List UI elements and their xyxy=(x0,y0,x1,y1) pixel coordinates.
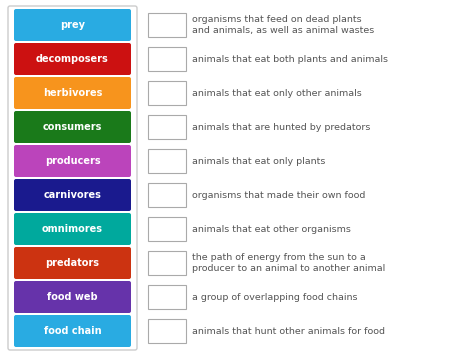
Text: food chain: food chain xyxy=(44,326,101,336)
Text: animals that eat only other animals: animals that eat only other animals xyxy=(192,88,362,98)
FancyBboxPatch shape xyxy=(14,179,131,211)
Text: animals that eat both plants and animals: animals that eat both plants and animals xyxy=(192,55,388,64)
Text: organisms that feed on dead plants
and animals, as well as animal wastes: organisms that feed on dead plants and a… xyxy=(192,15,374,36)
Text: animals that eat other organisms: animals that eat other organisms xyxy=(192,224,351,234)
Text: carnivores: carnivores xyxy=(44,190,101,200)
FancyBboxPatch shape xyxy=(148,319,186,343)
Text: organisms that made their own food: organisms that made their own food xyxy=(192,191,365,200)
FancyBboxPatch shape xyxy=(14,213,131,245)
FancyBboxPatch shape xyxy=(148,217,186,241)
FancyBboxPatch shape xyxy=(14,281,131,313)
Text: animals that are hunted by predators: animals that are hunted by predators xyxy=(192,122,370,131)
Text: animals that hunt other animals for food: animals that hunt other animals for food xyxy=(192,327,385,335)
FancyBboxPatch shape xyxy=(14,43,131,75)
Text: predators: predators xyxy=(46,258,100,268)
FancyBboxPatch shape xyxy=(148,285,186,309)
FancyBboxPatch shape xyxy=(148,149,186,173)
FancyBboxPatch shape xyxy=(148,81,186,105)
FancyBboxPatch shape xyxy=(148,183,186,207)
Text: producers: producers xyxy=(45,156,100,166)
FancyBboxPatch shape xyxy=(8,6,137,350)
Text: food web: food web xyxy=(47,292,98,302)
FancyBboxPatch shape xyxy=(14,111,131,143)
Text: omnimores: omnimores xyxy=(42,224,103,234)
Text: consumers: consumers xyxy=(43,122,102,132)
Text: the path of energy from the sun to a
producer to an animal to another animal: the path of energy from the sun to a pro… xyxy=(192,253,385,273)
Text: a group of overlapping food chains: a group of overlapping food chains xyxy=(192,293,357,301)
FancyBboxPatch shape xyxy=(14,9,131,41)
FancyBboxPatch shape xyxy=(148,251,186,275)
Text: decomposers: decomposers xyxy=(36,54,109,64)
FancyBboxPatch shape xyxy=(14,315,131,347)
Text: herbivores: herbivores xyxy=(43,88,102,98)
Text: prey: prey xyxy=(60,20,85,30)
FancyBboxPatch shape xyxy=(14,77,131,109)
FancyBboxPatch shape xyxy=(148,47,186,71)
FancyBboxPatch shape xyxy=(148,13,186,37)
FancyBboxPatch shape xyxy=(14,145,131,177)
FancyBboxPatch shape xyxy=(14,247,131,279)
FancyBboxPatch shape xyxy=(148,115,186,139)
Text: animals that eat only plants: animals that eat only plants xyxy=(192,157,325,165)
